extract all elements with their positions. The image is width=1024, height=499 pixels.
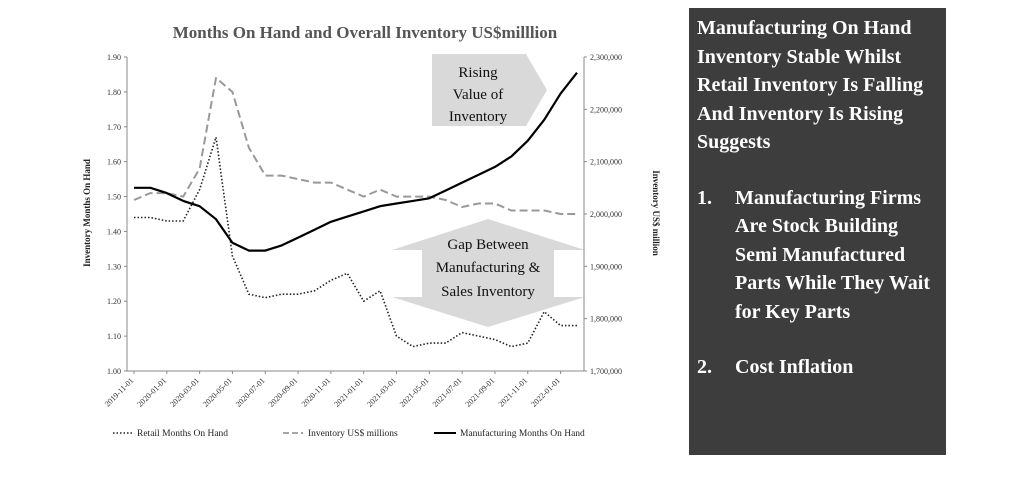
x-tick-label: 2021-01-01: [332, 376, 365, 409]
x-tick-label: 2020-07-01: [234, 376, 267, 409]
rising-annotation-line-2: Value of: [453, 87, 503, 103]
left-axis-title: Inventory Months On Hand: [82, 159, 92, 267]
gap-annotation: Gap Between Manufacturing & Sales Invent…: [436, 237, 541, 300]
left-tick-label: 1.30: [107, 262, 121, 271]
series-line-retail: [134, 136, 577, 348]
x-tick-label: 2021-05-01: [398, 376, 431, 409]
x-tick-label: 2021-11-01: [497, 376, 530, 409]
left-tick-label: 1.40: [107, 227, 121, 236]
left-tick-label: 1.90: [107, 53, 121, 62]
right-tick-label: 2,000,000: [590, 210, 622, 219]
left-tick-label: 1.20: [107, 297, 121, 306]
x-tick-label: 2020-11-01: [300, 376, 333, 409]
gap-double-arrow: [392, 219, 585, 327]
x-tick-label: 2020-09-01: [267, 376, 300, 409]
rising-value-annotation: Rising Value of Inventory: [449, 65, 508, 125]
left-tick-label: 1.00: [107, 367, 121, 376]
series-line-inventory: [133, 76, 577, 215]
list-item-text: Manufacturing Firms Are Stock Building S…: [735, 186, 931, 323]
gap-annotation-line-1: Gap Between: [447, 237, 529, 253]
legend-label-inventory: Inventory US$ millions: [308, 428, 398, 439]
chart-area: Months On Hand and Overall Inventory US$…: [82, 23, 661, 439]
rising-annotation-line-1: Rising: [458, 65, 498, 81]
right-tick-label: 2,300,000: [590, 53, 622, 62]
commentary-panel: Manufacturing On Hand Inventory Stable W…: [689, 8, 946, 455]
right-tick-label: 2,200,000: [590, 105, 622, 114]
x-tick-label: 2021-03-01: [365, 376, 398, 409]
x-tick-label: 2020-03-01: [168, 376, 201, 409]
chart-title: Months On Hand and Overall Inventory US$…: [173, 23, 558, 42]
rising-annotation-line-3: Inventory: [449, 109, 508, 125]
legend-label-retail: Retail Months On Hand: [137, 429, 228, 439]
left-tick-label: 1.80: [107, 88, 121, 97]
panel-list-item: 1. Manufacturing Firms Are Stock Buildin…: [697, 184, 936, 327]
x-tick-label: 2020-05-01: [201, 376, 234, 409]
gap-annotation-line-2: Manufacturing &: [436, 260, 541, 276]
left-tick-label: 1.50: [107, 193, 121, 202]
right-tick-label: 1,700,000: [590, 367, 622, 376]
rising-value-arrow: [432, 54, 547, 126]
right-tick-label: 1,900,000: [590, 262, 622, 271]
gap-annotation-line-3: Sales Inventory: [441, 284, 535, 300]
left-tick-label: 1.60: [107, 158, 121, 167]
line-chart: Months On Hand and Overall Inventory US$…: [82, 23, 661, 439]
x-tick-label: 2022-01-01: [529, 376, 562, 409]
list-item-number: 2.: [697, 356, 712, 378]
left-tick-label: 1.10: [107, 332, 121, 341]
list-item-number: 1.: [697, 186, 712, 209]
right-axis-title: Inventory US$ million: [651, 170, 661, 256]
legend-label-manufacturing: Manufacturing Months On Hand: [460, 428, 585, 439]
axes: 1.00 1.10 1.20 1.30 1.40 1.50 1.60 1.70 1.80 1.90…: [103, 53, 622, 409]
x-tick-label: 2021-07-01: [431, 376, 464, 409]
series-line-manufacturing: [134, 72, 578, 252]
series-layer: [133, 72, 578, 348]
left-tick-label: 1.70: [107, 123, 121, 132]
x-tick-label: 2021-09-01: [464, 376, 497, 409]
x-tick-label: 2019-11-01: [103, 376, 136, 409]
right-tick-label: 1,800,000: [590, 315, 622, 324]
list-item-text: Cost Inflation: [735, 356, 854, 378]
panel-list: 1. Manufacturing Firms Are Stock Buildin…: [697, 184, 936, 382]
x-tick-label: 2020-01-01: [135, 376, 168, 409]
legend: Retail Months On Hand Inventory US$ mill…: [113, 428, 585, 439]
panel-heading: Manufacturing On Hand Inventory Stable W…: [697, 17, 924, 153]
panel-list-item: 2. Cost Inflation: [697, 353, 936, 382]
right-tick-label: 2,100,000: [590, 158, 622, 167]
